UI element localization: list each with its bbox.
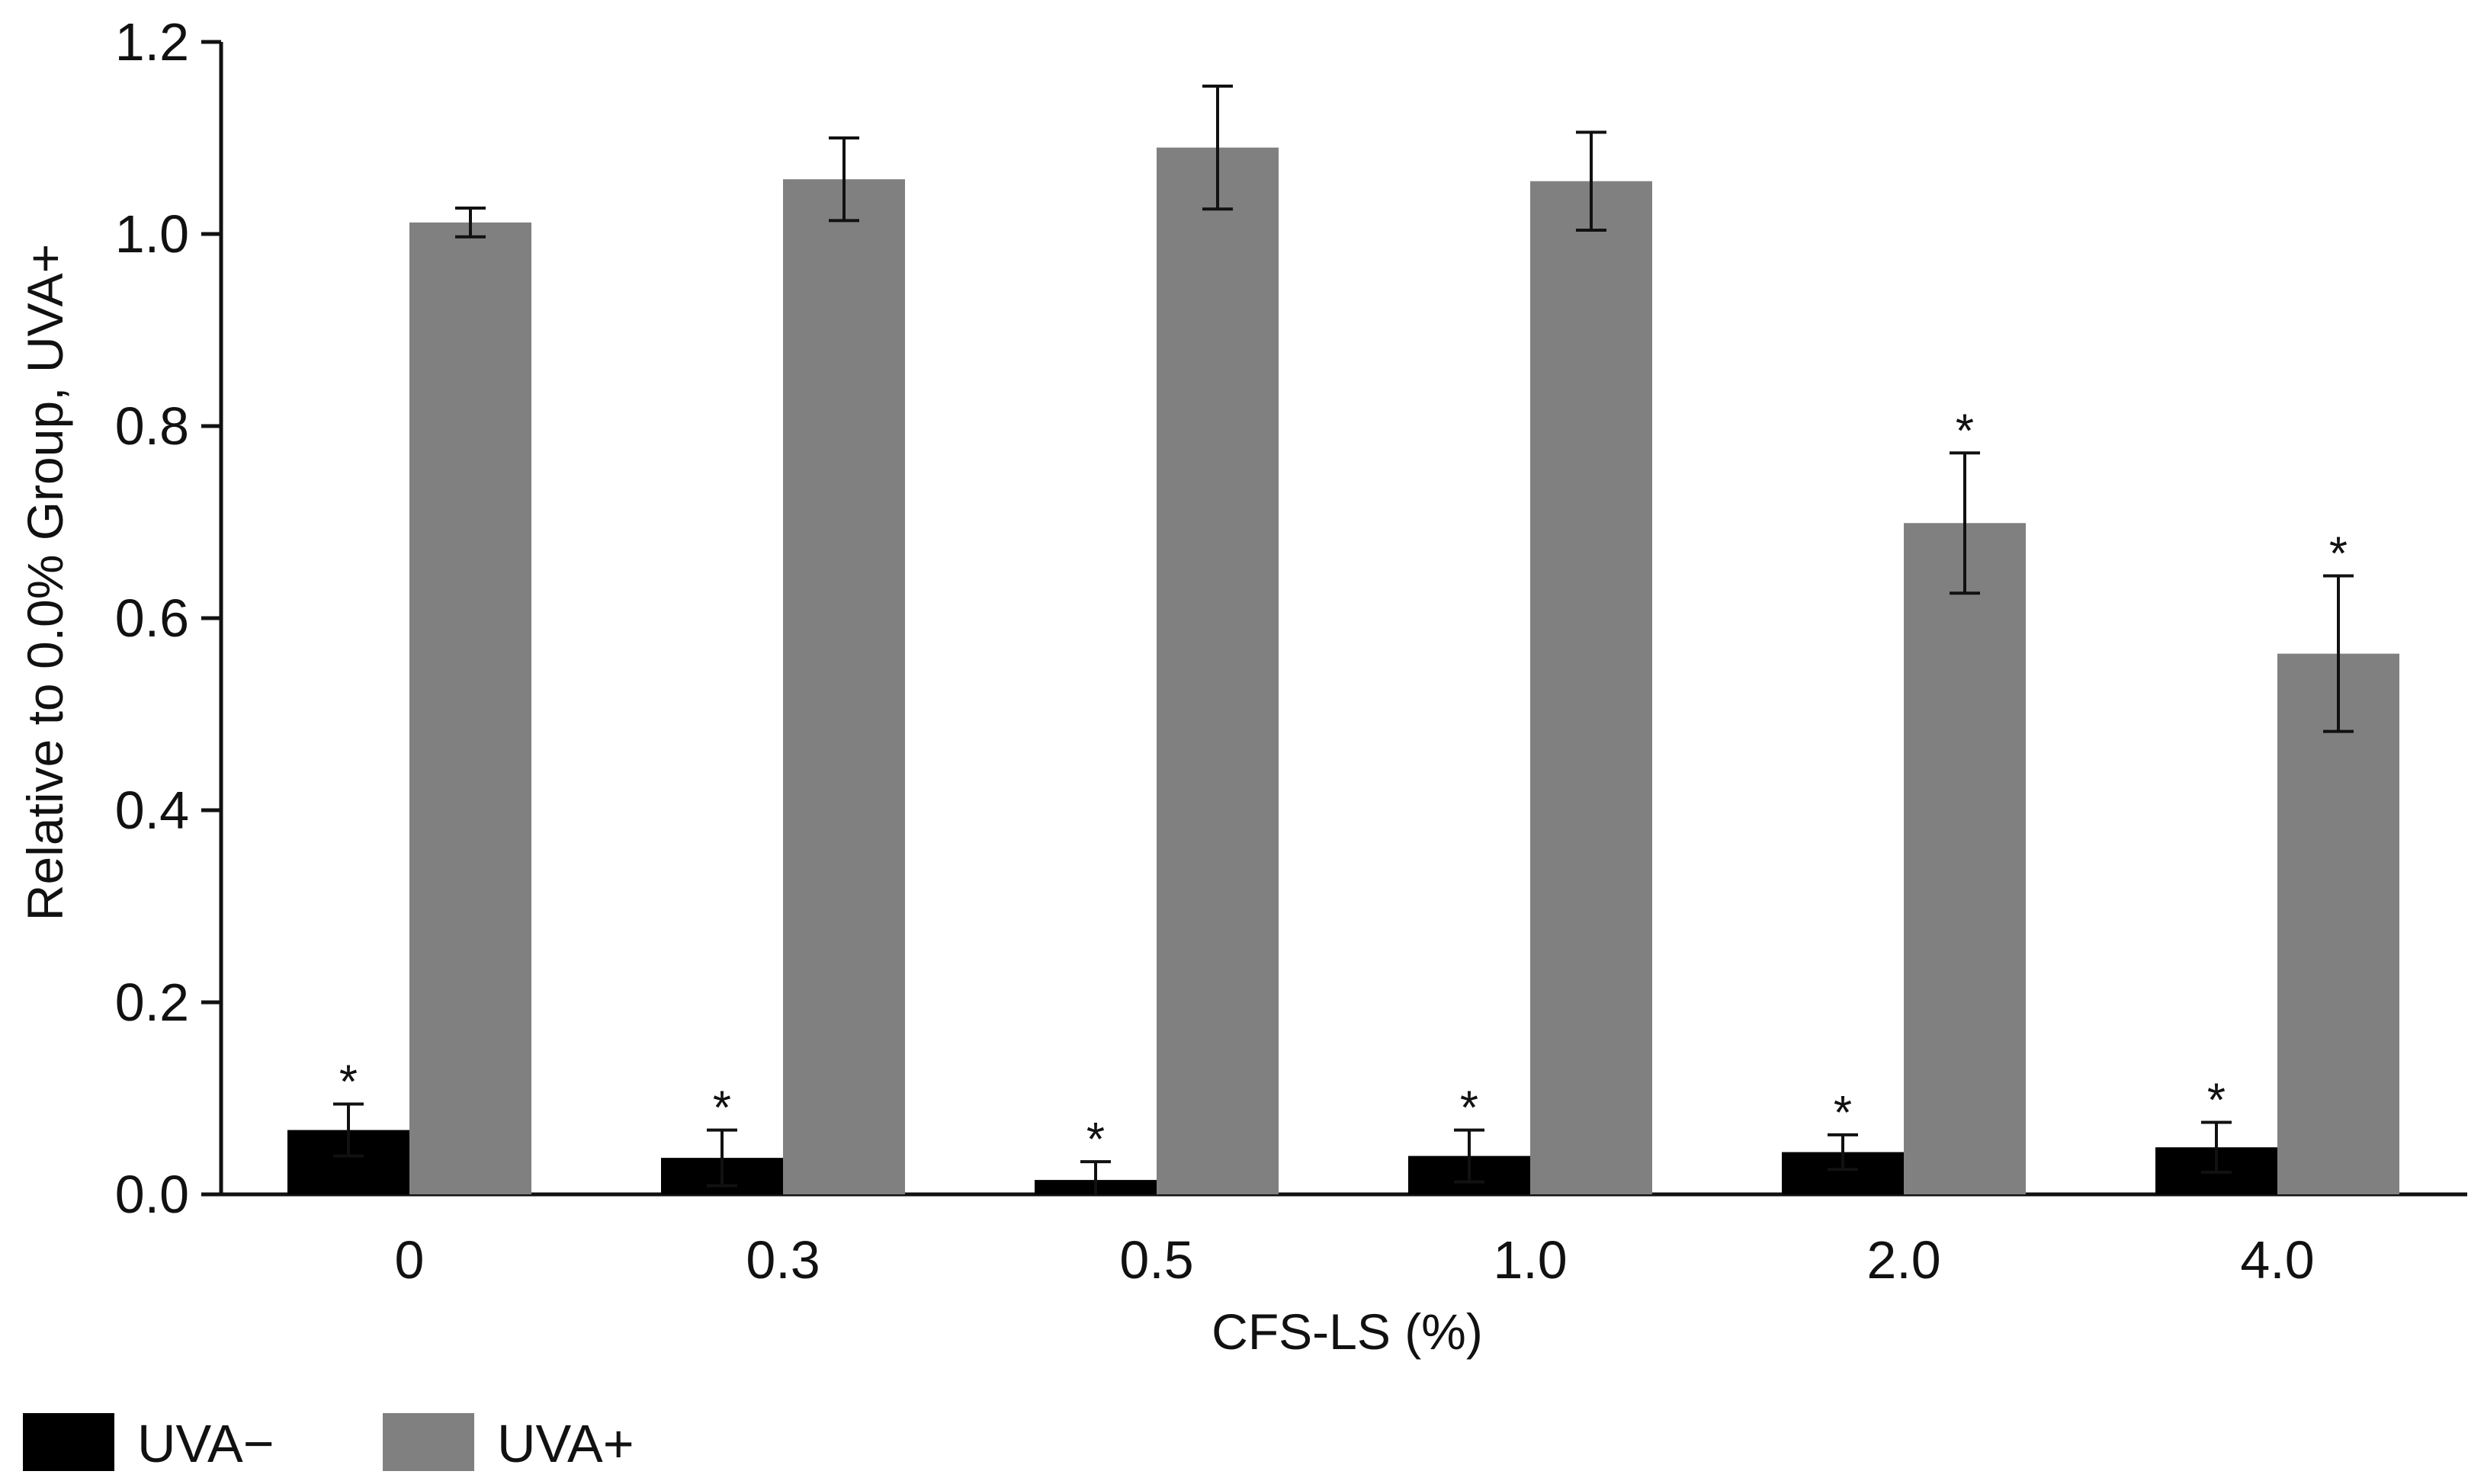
y-axis-label: Relative to 0.0% Group, UVA+ bbox=[17, 244, 73, 921]
significance-marker: * bbox=[1834, 1087, 1852, 1139]
x-tick-label: 4.0 bbox=[2240, 1230, 2314, 1290]
x-tick-label: 0.3 bbox=[746, 1230, 820, 1290]
y-tick-label: 1.2 bbox=[115, 12, 189, 72]
legend: UVA− UVA+ bbox=[23, 1413, 634, 1473]
legend-label-uva-plus: UVA+ bbox=[497, 1414, 634, 1473]
significance-marker: * bbox=[713, 1082, 731, 1135]
bar bbox=[1530, 181, 1652, 1195]
bar bbox=[2277, 653, 2399, 1194]
y-tick-label: 0.0 bbox=[115, 1165, 189, 1224]
significance-marker: * bbox=[1956, 405, 1974, 457]
x-axis-label: CFS-LS (%) bbox=[1212, 1303, 1483, 1360]
significance-marker: * bbox=[339, 1056, 358, 1109]
x-tick-label: 0.5 bbox=[1119, 1230, 1193, 1290]
bar bbox=[1157, 147, 1279, 1195]
x-tick-label: 1.0 bbox=[1493, 1230, 1567, 1290]
significance-marker: * bbox=[2329, 528, 2348, 581]
legend-swatch-uva-plus bbox=[383, 1413, 474, 1471]
bars: * * * * * * * * bbox=[287, 84, 2399, 1195]
y-tick-label: 0.2 bbox=[115, 973, 189, 1032]
legend-label-uva-minus: UVA− bbox=[137, 1414, 274, 1473]
significance-marker: * bbox=[1460, 1082, 1478, 1135]
y-tick-label: 0.6 bbox=[115, 588, 189, 648]
y-tick-label: 0.4 bbox=[115, 780, 189, 840]
significance-marker: * bbox=[2207, 1075, 2226, 1127]
significance-marker: * bbox=[1086, 1114, 1105, 1166]
x-tick-label: 2.0 bbox=[1866, 1230, 1940, 1290]
legend-swatch-uva-minus bbox=[23, 1413, 114, 1471]
bar bbox=[409, 222, 531, 1194]
axis-labels: CFS-LS (%) Relative to 0.0% Group, UVA+ bbox=[17, 244, 1483, 1360]
y-tick-label: 0.8 bbox=[115, 396, 189, 456]
y-tick-label: 1.0 bbox=[115, 204, 189, 264]
axes: 0.0 0.2 0.4 0.6 0.8 1.0 1.2 0 0.3 0.5 1.0 2.0 4.0 bbox=[115, 12, 2467, 1290]
x-tick-label: 0 bbox=[395, 1230, 425, 1290]
bar bbox=[1904, 523, 2026, 1194]
bar bbox=[783, 179, 905, 1195]
